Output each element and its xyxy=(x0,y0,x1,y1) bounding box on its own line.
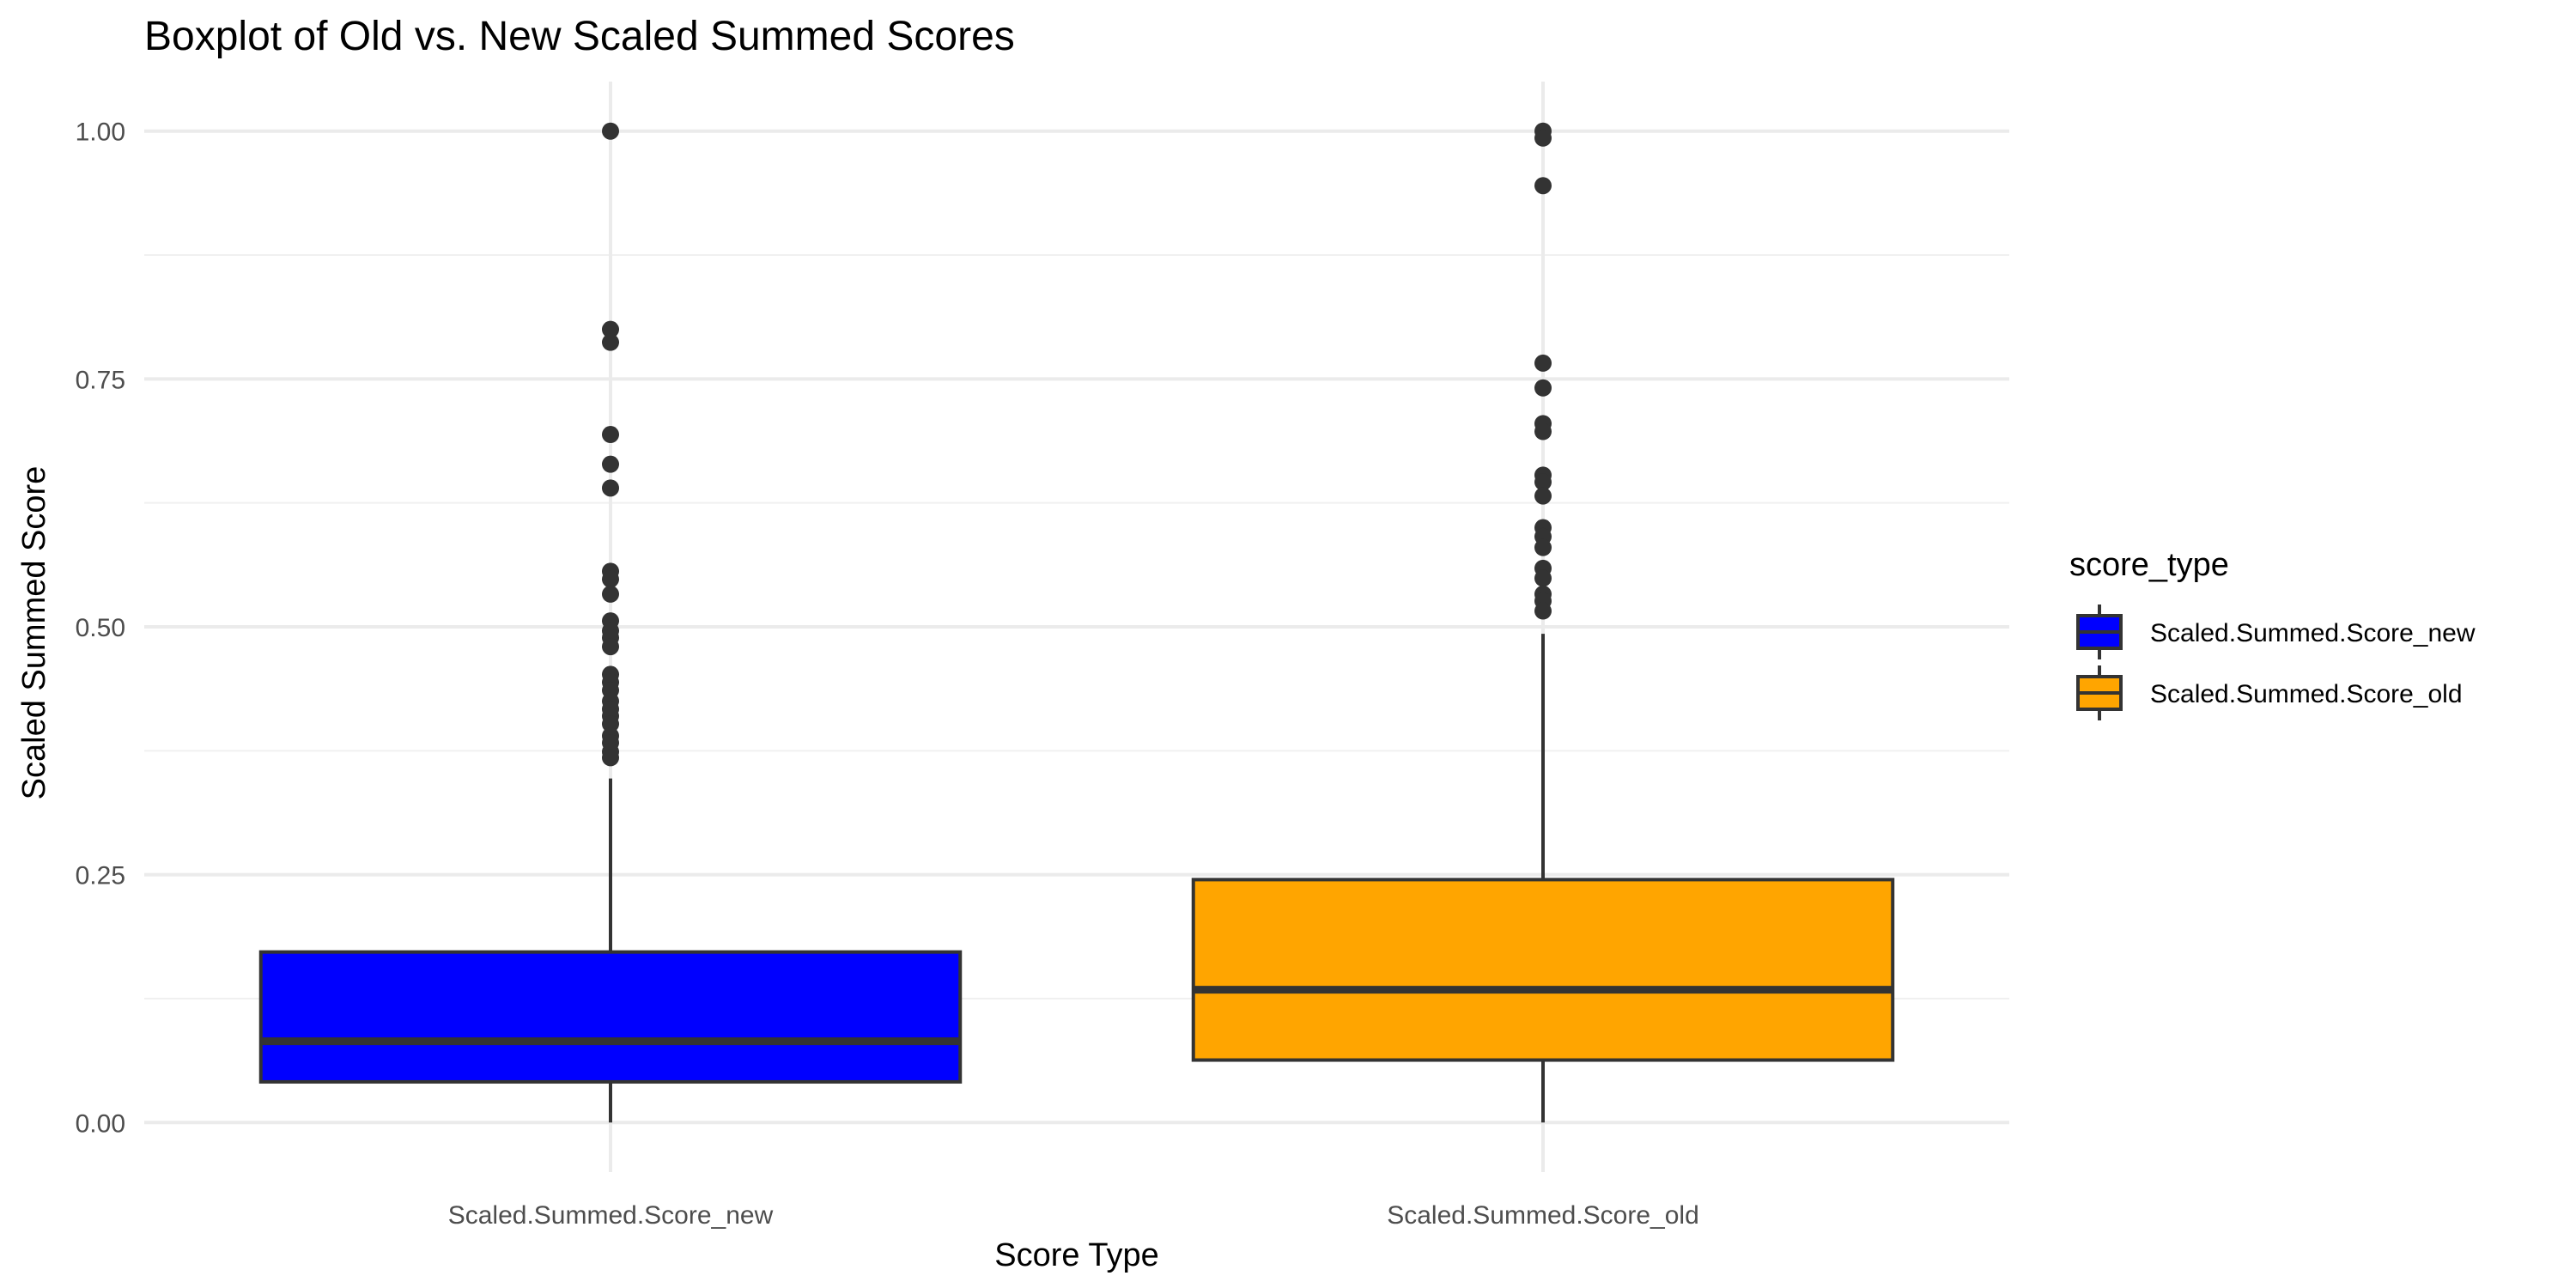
iqr-box xyxy=(1191,878,1895,1062)
y-tick-label: 0.75 xyxy=(76,366,125,394)
outlier-point xyxy=(1534,538,1552,556)
y-tick-label: 0.00 xyxy=(76,1109,125,1138)
outlier-point xyxy=(1534,487,1552,505)
x-axis-title: Score Type xyxy=(994,1237,1159,1273)
outlier-point xyxy=(1534,422,1552,440)
legend-item: Scaled.Summed.Score_new xyxy=(2076,605,2476,659)
outlier-point xyxy=(602,749,619,767)
outlier-point xyxy=(602,638,619,656)
outlier-point xyxy=(602,455,619,473)
outlier-point xyxy=(602,570,619,588)
x-tick-label: Scaled.Summed.Score_old xyxy=(1387,1201,1699,1230)
y-axis-title: Scaled Summed Score xyxy=(16,466,52,800)
outlier-point xyxy=(1534,569,1552,587)
y-tick-label: 0.25 xyxy=(76,862,125,890)
y-tick-label: 0.50 xyxy=(76,614,125,642)
axis-tick-labels: 0.00 0.25 0.50 0.75 1.00 Scaled.Summed.Score_… xyxy=(76,118,1699,1230)
iqr-box xyxy=(258,950,963,1084)
outlier-point xyxy=(1534,379,1552,397)
outlier-point xyxy=(602,479,619,497)
boxes xyxy=(258,122,1895,1123)
legend: score_type Scaled.Summed.Score_new Scaled… xyxy=(2069,547,2476,720)
outlier-point xyxy=(602,320,619,338)
box-new xyxy=(258,122,963,1123)
legend-label: Scaled.Summed.Score_old xyxy=(2150,680,2463,708)
outlier-point xyxy=(1534,602,1552,620)
outlier-point xyxy=(1534,177,1552,195)
outlier-point xyxy=(1534,354,1552,372)
outlier-point xyxy=(602,333,619,351)
outlier-point xyxy=(1534,473,1552,491)
outlier-point xyxy=(602,122,619,140)
legend-title: score_type xyxy=(2069,547,2229,583)
box-old xyxy=(1191,122,1895,1123)
outlier-point xyxy=(602,715,619,733)
legend-item: Scaled.Summed.Score_old xyxy=(2076,665,2463,720)
outlier-point xyxy=(602,426,619,444)
outlier-point xyxy=(602,585,619,603)
chart-title: Boxplot of Old vs. New Scaled Summed Sco… xyxy=(144,14,1015,59)
x-tick-label: Scaled.Summed.Score_new xyxy=(448,1201,774,1230)
y-tick-label: 1.00 xyxy=(76,118,125,147)
outlier-point xyxy=(1534,129,1552,147)
legend-label: Scaled.Summed.Score_new xyxy=(2150,619,2476,647)
